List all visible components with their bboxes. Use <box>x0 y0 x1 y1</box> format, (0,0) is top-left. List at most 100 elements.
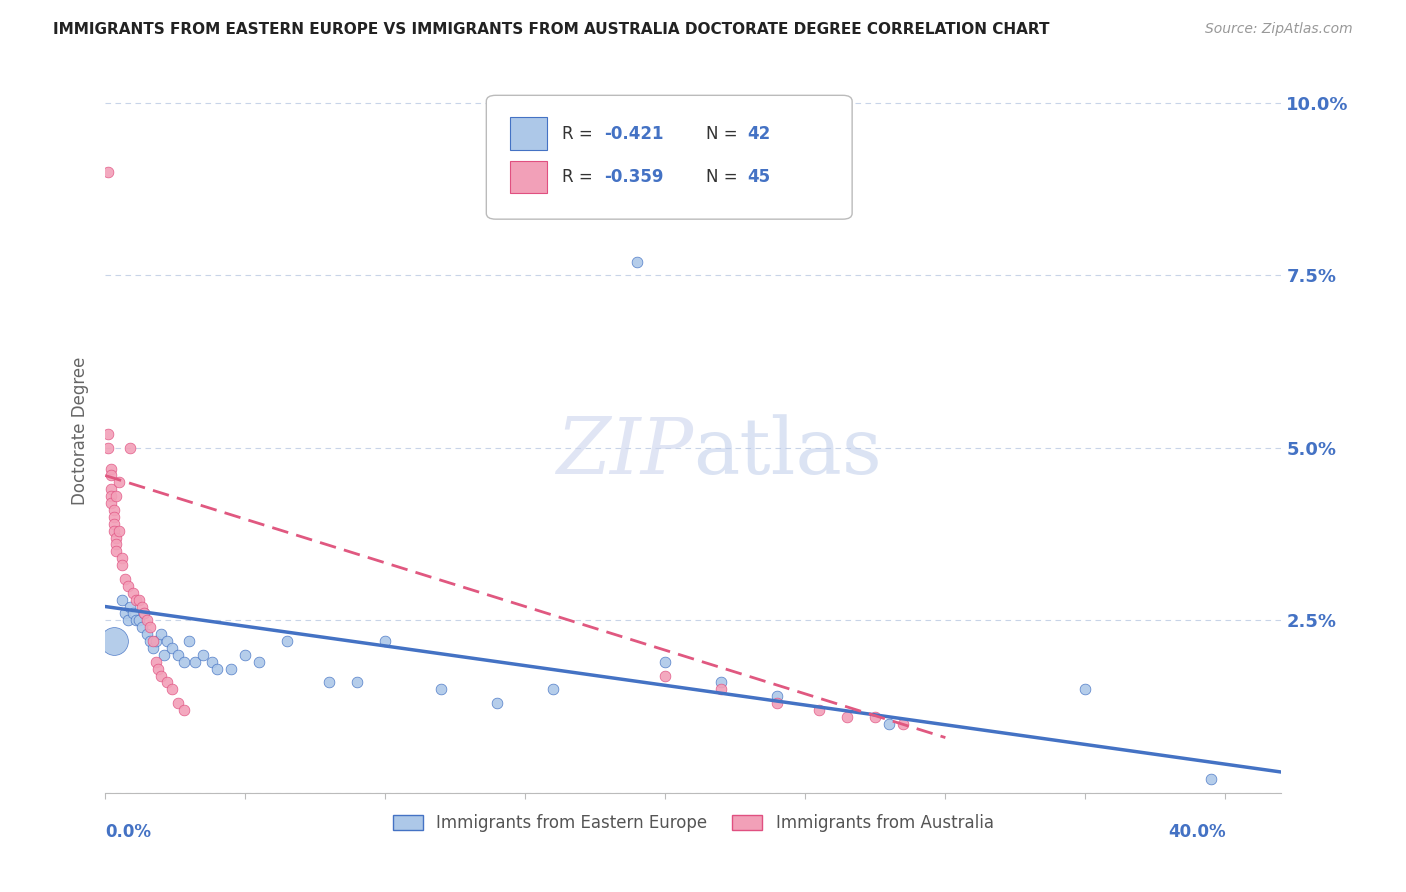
Text: N =: N = <box>706 125 744 143</box>
Point <box>125 592 148 607</box>
Point <box>162 640 184 655</box>
Point <box>153 648 176 662</box>
Point <box>374 634 396 648</box>
FancyBboxPatch shape <box>510 118 547 150</box>
Text: 45: 45 <box>748 169 770 186</box>
Point <box>179 634 201 648</box>
Point <box>184 655 207 669</box>
Point <box>114 572 136 586</box>
Text: R =: R = <box>561 125 598 143</box>
Point <box>103 503 125 517</box>
Point <box>1201 772 1223 786</box>
Point <box>100 468 122 483</box>
Text: -0.421: -0.421 <box>605 125 664 143</box>
Text: atlas: atlas <box>693 415 882 491</box>
Point <box>145 655 167 669</box>
Point <box>486 696 509 710</box>
Point <box>100 461 122 475</box>
Point <box>103 516 125 531</box>
Point <box>808 703 831 717</box>
Point <box>167 648 190 662</box>
Point <box>105 489 128 503</box>
Text: R =: R = <box>561 169 598 186</box>
Point <box>1074 682 1097 697</box>
Point <box>100 496 122 510</box>
Point <box>117 579 139 593</box>
Point <box>142 634 165 648</box>
Text: -0.359: -0.359 <box>605 169 664 186</box>
Point <box>131 620 153 634</box>
Point <box>865 710 887 724</box>
Text: Source: ZipAtlas.com: Source: ZipAtlas.com <box>1205 22 1353 37</box>
Point <box>117 613 139 627</box>
Point <box>145 634 167 648</box>
Point <box>103 509 125 524</box>
Point <box>654 655 676 669</box>
Point <box>837 710 859 724</box>
Text: 42: 42 <box>748 125 770 143</box>
Point <box>201 655 224 669</box>
Point <box>173 703 195 717</box>
Point <box>128 592 150 607</box>
Point <box>156 675 179 690</box>
Point <box>105 544 128 558</box>
Point <box>111 592 134 607</box>
Point <box>125 613 148 627</box>
Point <box>766 689 789 703</box>
Point <box>193 648 215 662</box>
FancyBboxPatch shape <box>510 161 547 194</box>
Point <box>148 662 170 676</box>
Point <box>318 675 340 690</box>
Point <box>430 682 453 697</box>
Point <box>142 640 165 655</box>
Point <box>219 662 242 676</box>
Point <box>156 634 179 648</box>
Point <box>167 696 190 710</box>
Point <box>276 634 298 648</box>
Point <box>136 627 159 641</box>
Point <box>97 427 120 442</box>
Point <box>103 634 125 648</box>
Point <box>122 586 145 600</box>
Point <box>120 441 142 455</box>
Point <box>247 655 270 669</box>
Point <box>879 716 901 731</box>
Point <box>134 607 156 621</box>
Point <box>108 475 131 490</box>
Point <box>710 675 733 690</box>
Point <box>122 607 145 621</box>
Point <box>97 165 120 179</box>
Point <box>139 634 162 648</box>
Point <box>543 682 565 697</box>
Point <box>100 489 122 503</box>
Point <box>139 620 162 634</box>
Text: ZIP: ZIP <box>557 414 693 491</box>
Point <box>766 696 789 710</box>
Point <box>111 551 134 566</box>
Point <box>134 607 156 621</box>
Point <box>162 682 184 697</box>
Legend: Immigrants from Eastern Europe, Immigrants from Australia: Immigrants from Eastern Europe, Immigran… <box>387 807 1001 838</box>
Point <box>103 524 125 538</box>
Text: N =: N = <box>706 169 744 186</box>
Point <box>654 668 676 682</box>
Point <box>173 655 195 669</box>
Point <box>346 675 368 690</box>
Point <box>131 599 153 614</box>
Text: IMMIGRANTS FROM EASTERN EUROPE VS IMMIGRANTS FROM AUSTRALIA DOCTORATE DEGREE COR: IMMIGRANTS FROM EASTERN EUROPE VS IMMIGR… <box>53 22 1050 37</box>
Point <box>114 607 136 621</box>
FancyBboxPatch shape <box>486 95 852 219</box>
Point <box>207 662 229 676</box>
Point <box>120 599 142 614</box>
Point <box>128 613 150 627</box>
Point <box>893 716 915 731</box>
Point <box>111 558 134 573</box>
Point <box>150 627 173 641</box>
Point <box>108 524 131 538</box>
Text: 0.0%: 0.0% <box>105 823 152 841</box>
Point <box>105 537 128 551</box>
Text: 40.0%: 40.0% <box>1168 823 1226 841</box>
Point <box>710 682 733 697</box>
Point <box>105 531 128 545</box>
Point <box>150 668 173 682</box>
